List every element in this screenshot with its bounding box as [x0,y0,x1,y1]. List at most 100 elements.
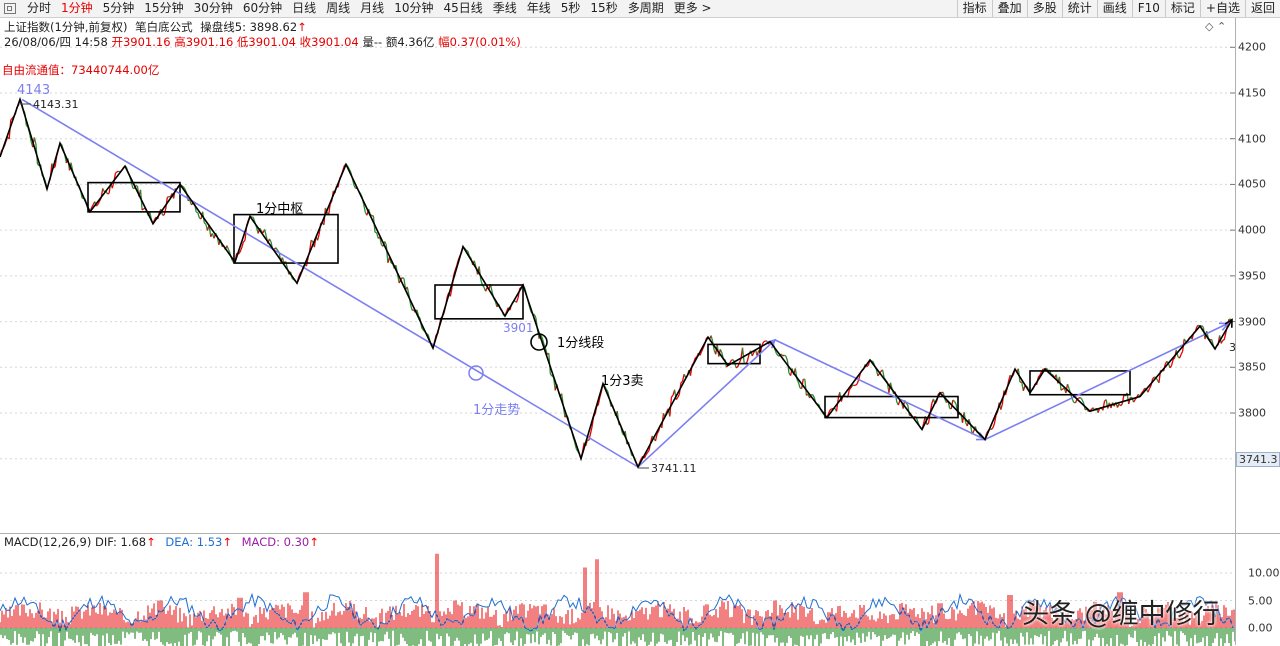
toolbar-button[interactable]: F10 [1131,0,1165,17]
period-tab[interactable]: 多周期 [627,1,664,15]
period-tab[interactable]: 年线 [526,1,551,15]
price-segment [877,373,881,377]
zhongshu-box [1029,370,1131,396]
toolbar-button[interactable]: 标记 [1164,0,1200,17]
price-segment [597,397,601,406]
period-tab[interactable]: 45日线 [443,1,483,15]
price-segment [738,358,742,364]
price-segment [494,301,498,307]
price-segment [275,247,279,251]
macd-chart[interactable] [0,550,1235,646]
trend-line [774,339,986,441]
price-segment [751,352,755,357]
price-segment [1180,350,1184,355]
period-tab[interactable]: 15分钟 [144,1,184,15]
period-tab[interactable]: 60分钟 [242,1,283,15]
price-segment [1079,397,1083,400]
price-segment [95,203,99,207]
high-value: 3901.16 [185,35,234,49]
price-segment [677,393,680,398]
macd-legend: MACD(12,26,9) DIF: 1.68↑ DEA: 1.53↑ MACD… [4,535,319,549]
panel-toggle-icons[interactable]: ◇ ⌃ [1205,20,1227,33]
period-tab[interactable]: 5秒 [560,1,581,15]
price-segment [141,208,145,211]
price-segment [761,341,765,346]
macd-tick-label: 0.00 [1248,621,1273,635]
price-segment [990,427,994,430]
indicator-name[interactable]: 笔白底公式 [135,20,193,34]
price-segment [575,448,579,452]
price-segment [645,452,649,456]
low-value: 3901.04 [248,35,296,49]
period-tab[interactable]: 5分钟 [102,1,135,15]
change-value: 0.37(0.01%) [449,35,521,49]
window-menu-icon[interactable] [4,3,16,14]
period-tab[interactable]: 分时 [27,1,52,15]
toolbar-button[interactable]: 返回 [1244,0,1280,17]
price-segment [297,273,301,278]
price-segment [784,354,787,357]
price-segment [585,440,588,447]
toolbar-button[interactable]: 多股 [1026,0,1062,17]
price-segment [1000,403,1003,410]
price-segment [829,408,833,411]
price-segment [992,423,996,429]
toolbar-button[interactable]: 画线 [1096,0,1132,17]
trend-line [21,98,639,468]
free-float-value: 自由流通值：73440744.00亿 [2,63,160,77]
stroke-arrow-icon [1224,318,1233,328]
low-price-label: 3741.11 [651,462,697,475]
price-segment [268,238,272,243]
price-segment [1196,324,1199,328]
period-tab[interactable]: 1分钟 [61,1,93,15]
low-label: 低 [236,35,249,49]
bi-stroke-line [0,96,1233,469]
price-segment [881,369,885,379]
ohlc-line: 26/08/06/四 14:58 开3901.16 高3901.16 低3901… [4,34,521,50]
period-tab[interactable]: 季线 [492,1,517,15]
price-segment [449,287,453,297]
price-segment [735,366,738,369]
toolbar-button[interactable]: +自选 [1199,0,1245,17]
sell3-label: 1分3卖 [601,374,644,389]
price-segment [780,353,784,357]
period-tab[interactable]: 日线 [292,1,317,15]
period-tab[interactable]: 10分钟 [394,1,434,15]
price-segment [37,163,40,167]
bar-datetime: 26/08/06/四 14:58 [4,35,108,49]
price-segment [871,360,874,363]
price-segment [465,249,469,252]
period-tab[interactable]: 30分钟 [193,1,233,15]
zhongshu-label: 1分中枢 [256,202,303,217]
amount-value: 额4.36亿 [385,35,435,49]
right-edge-label: 3 [1229,341,1235,354]
toolbar-button[interactable]: 指标 [956,0,992,17]
price-segment [1008,374,1011,381]
price-segment [515,297,519,303]
toolbar-button[interactable]: 统计 [1061,0,1097,17]
price-segment [866,364,869,368]
period-tabs: 分时 1分钟 5分钟 15分钟 30分钟 60分钟 日线 周线 月线 10分钟 45日线 季线 年线 5秒… [0,0,717,17]
macd-arrow-icon: ↑ [309,535,319,549]
price-segment [763,340,766,343]
toolbar-button[interactable]: 叠加 [991,0,1027,17]
period-tab[interactable]: 月线 [360,1,385,15]
period-tab[interactable]: 15秒 [590,1,618,15]
price-segment [480,279,484,286]
price-segment [681,374,685,382]
macd-tick-label: 10.00 [1248,566,1280,580]
price-segment [189,199,192,206]
price-segment [478,266,482,280]
macd-title[interactable]: MACD(12,26,9) [4,535,92,549]
close-label: 收 [299,35,312,49]
segment-marker-circle [530,333,548,351]
price-segment [710,335,714,342]
period-tab[interactable]: 周线 [326,1,351,15]
price-segment [656,430,660,435]
price-segment [774,348,777,354]
period-tab[interactable]: 更多 > [673,1,712,15]
price-segment [670,394,674,398]
price-segment [416,309,420,317]
trend-line [637,339,776,468]
